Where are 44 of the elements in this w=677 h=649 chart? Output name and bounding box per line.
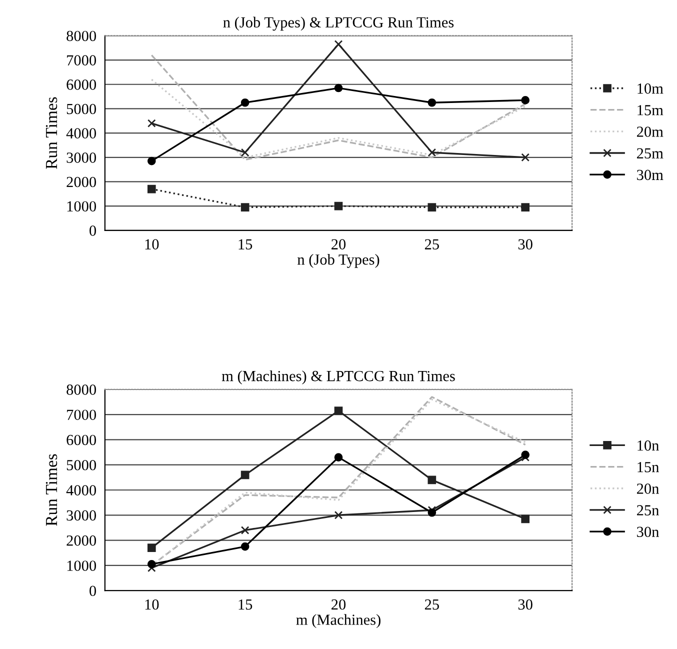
y-tick-label: 8000 [66,30,96,42]
chart-title: n (Job Types) & LPTCCG Run Times [223,16,454,31]
y-tick-label: 0 [90,226,96,236]
y-axis-title: Run Times [46,454,58,526]
y-tick-label: 6000 [66,434,96,446]
legend-label: 25n [636,505,660,516]
x-tick-label: 20 [332,239,346,250]
y-tick-label: 1000 [67,560,96,571]
legend-label: 10m [638,83,664,94]
x-tick-label: 30 [518,239,532,250]
x-axis-title: m (Machines) [296,614,380,628]
x-tick-label: 10 [145,239,159,250]
x-tick-label: 20 [332,599,346,610]
y-tick-label: 4000 [66,485,96,496]
chart-title: m (Machines) & LPTCCG Run Times [222,370,455,384]
y-tick-label: 4000 [66,128,96,138]
x-tick-label: 30 [518,599,532,610]
y-tick-label: 3000 [66,510,96,521]
y-tick-label: 6000 [66,80,96,90]
legend-label: 10n [638,440,660,451]
legend-label: 15n [638,462,660,472]
y-tick-label: 5000 [66,104,96,114]
x-tick-label: 25 [424,239,439,250]
y-tick-label: 2000 [66,176,96,188]
x-axis-title: n (Job Types) [298,254,380,268]
y-tick-label: 2000 [66,535,96,546]
y-tick-label: 0 [90,586,96,596]
y-tick-label: 3000 [66,152,96,163]
x-tick-label: 25 [424,599,439,610]
legend-label: 20n [636,484,660,494]
y-tick-label: 7000 [67,55,96,66]
legend-label: 20m [636,126,664,137]
legend-label: 15m [638,105,664,116]
x-tick-label: 15 [238,599,252,610]
y-tick-label: 5000 [66,460,96,470]
legend-label: 25m [636,148,664,159]
legend-label: 30n [637,526,660,538]
y-tick-label: 8000 [66,384,96,395]
y-axis-title: Run Times [46,97,58,169]
x-tick-label: 10 [145,599,159,610]
y-tick-label: 7000 [67,410,96,420]
legend-label: 30m [637,170,664,180]
x-tick-label: 15 [238,239,252,250]
y-tick-label: 1000 [67,201,96,212]
